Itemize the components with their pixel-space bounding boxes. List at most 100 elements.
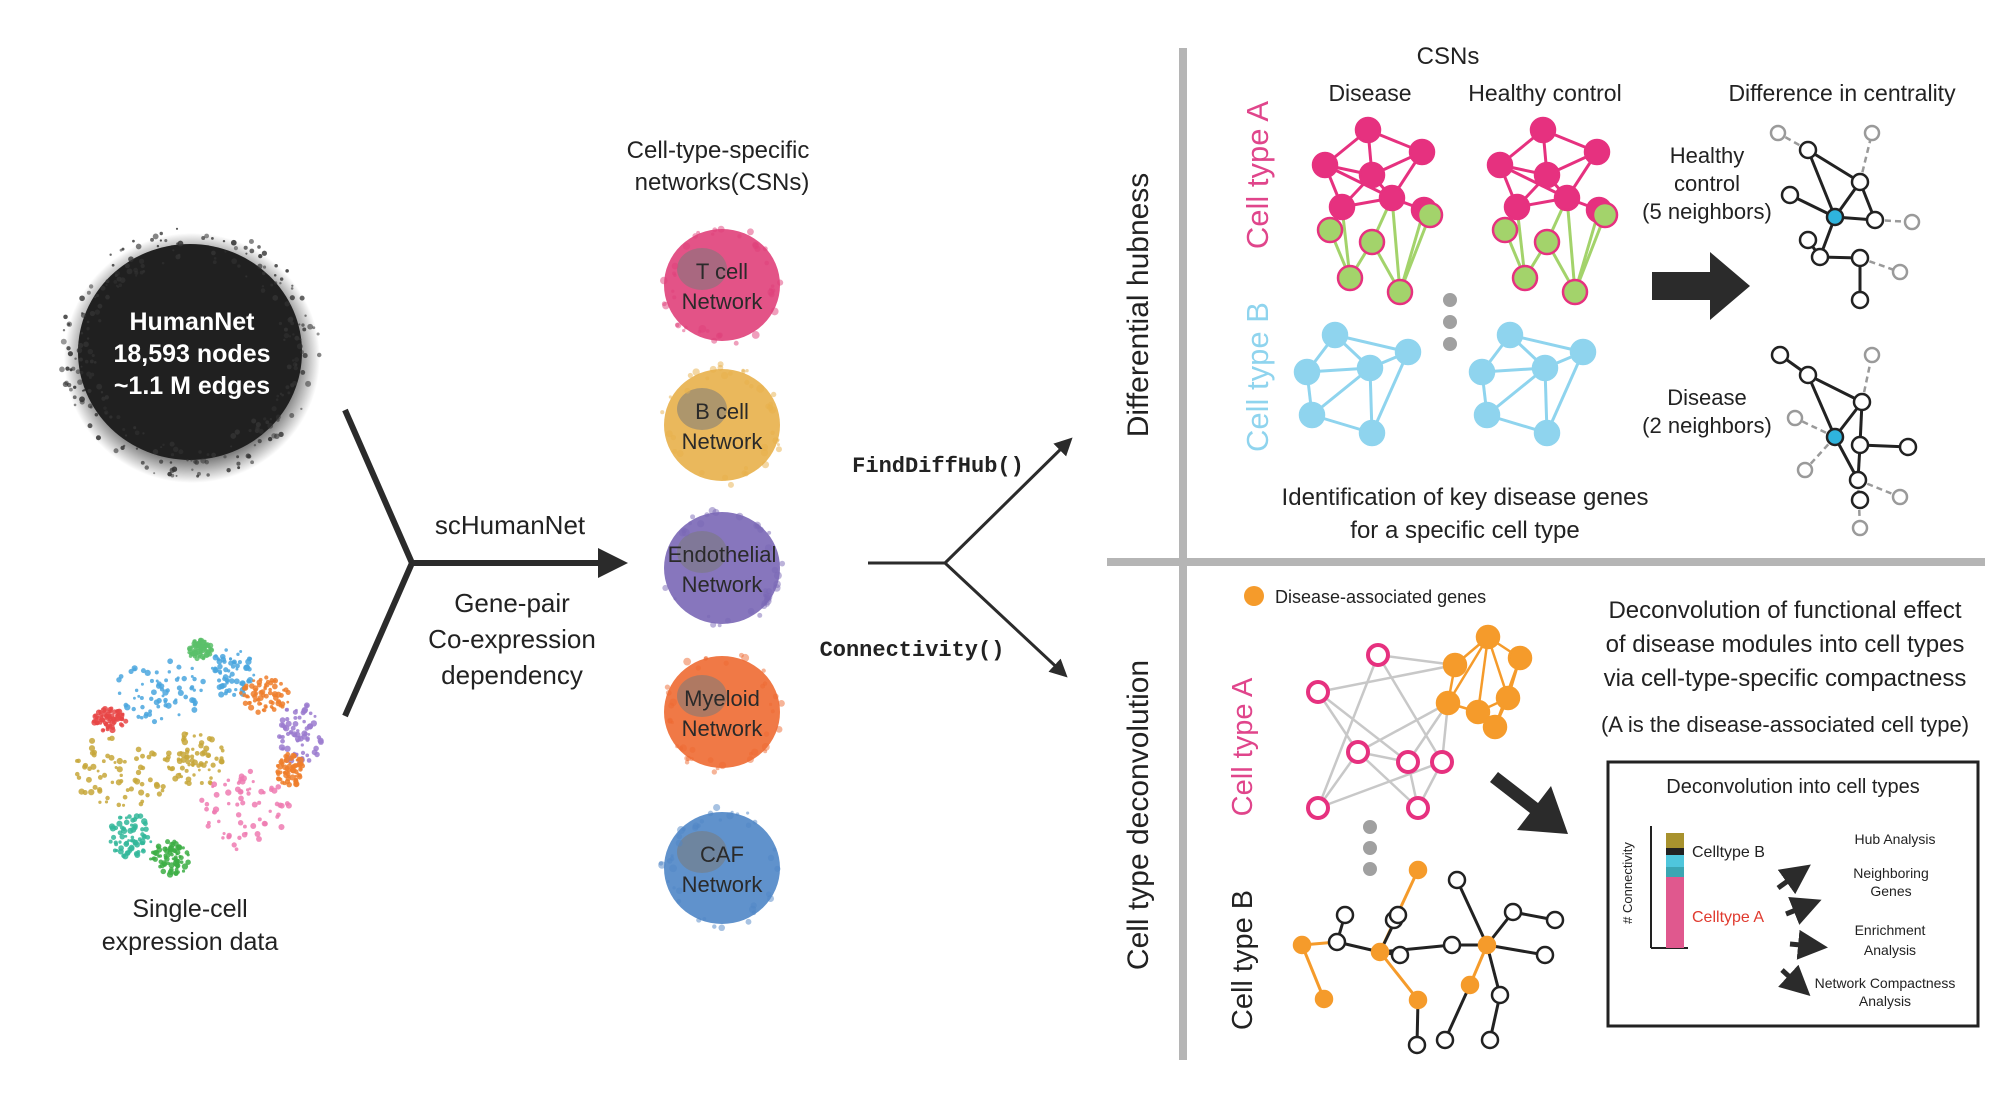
tsne-cell-point [191,747,195,751]
tsne-cell-point [172,699,178,705]
tsne-cell-point [185,859,191,865]
tsne-cell-point [156,845,160,849]
humannet-speck [211,250,216,256]
tsne-cell-point [217,819,221,824]
tsne-cell-point [141,818,148,825]
tsne-cell-point [293,777,298,782]
tsne-cell-point [132,817,138,822]
humannet-speck [300,350,304,355]
humannet-speck [89,359,94,364]
humannet-speck [270,283,274,287]
csn-blob-speck [715,766,720,771]
csn-blob-speck [684,760,690,765]
humannet-speck [288,335,292,338]
csn-blob-speck [728,371,733,376]
tsne-cell-point [97,775,103,780]
humannet-speck [126,268,133,275]
tsne-cell-point [194,750,200,756]
humannet-title: HumanNet [129,308,255,336]
csn-blob-speck [764,544,773,552]
humannet-speck [114,270,120,277]
tsne-cell-point [161,861,168,867]
humannet-speck [274,263,278,268]
network-edge [1317,691,1409,763]
tsne-cell-point [276,699,282,705]
tsne-cell-point [124,816,128,820]
tsne-cell-point [268,787,274,792]
humannet-speck [281,393,284,397]
csn-blob-speck [676,833,683,840]
tsne-cell-point [139,696,144,701]
tsne-cell-point [104,800,109,804]
tsne-cell-point [235,667,239,671]
humannet-speck [140,460,145,465]
csn-blob-speck [662,301,670,310]
deconv-ellipsis [1363,820,1377,876]
humannet-speck [222,239,226,243]
tsne-cell-point [140,832,145,837]
tsne-cell-point [205,823,211,829]
tsne-cell-point [281,763,285,767]
csn-header-line1: Cell-type-specific [627,137,810,164]
csn-blob-speck [711,769,717,775]
humannet-speck [275,414,281,420]
humannet-speck [142,432,145,435]
tsne-cell-point [221,836,225,840]
merge-arrow [342,408,600,718]
csn-network-item: CAF Network [658,803,781,932]
tsne-cell-point [88,745,96,752]
csn-blob-speck [727,481,734,488]
csn-blob-speck [660,410,665,415]
tsne-cell-point [92,784,98,790]
tsne-cell-point [191,706,198,713]
tsne-cell-point [227,669,231,673]
disease-label-line2: (2 neighbors) [1642,413,1772,438]
tsne-cell-point [152,856,158,862]
humannet-speck [261,271,266,276]
tsne-cell-point [113,840,118,845]
humannet-speck [289,413,295,419]
csn-blob-speck [707,757,714,764]
network-node [1865,210,1885,230]
csn-blob-speck [707,810,714,817]
tsne-cell-point [121,712,125,716]
tsne-cell-point [169,867,174,872]
tsne-cell-point [156,791,162,797]
tsne-cell-point [198,742,204,749]
tsne-cell-point [220,656,226,663]
csn-blob-speck [779,560,786,567]
tsne-cell-point [240,800,246,806]
tsne-cell-point [116,766,123,773]
tsne-cell-point [76,775,82,780]
tsne-cell-point [254,691,258,696]
network-node [1850,172,1870,192]
tsne-cell-point [87,766,92,772]
humannet-speck [101,396,106,401]
tsne-cell-point [197,768,201,772]
tsne-cell-point [137,694,141,698]
humannet-speck [234,429,240,435]
tsne-cell-point [281,747,285,751]
ellipsis-dots [1443,293,1457,351]
humannet-speck [255,426,260,432]
hub-analysis-label: Hub Analysis [1855,831,1936,847]
csn-blob-speck [768,702,773,706]
tsne-cell-point [267,690,273,696]
connectivity-label: Connectivity() [820,638,1005,663]
tsne-cell-point [223,691,228,696]
network-node [1583,138,1611,166]
tsne-cell-point [153,699,160,706]
csn-blob-speck [717,364,724,371]
csn-network-name: B cell [695,399,749,424]
csn-blob-speck [766,588,772,594]
humannet-speck [139,270,144,275]
humannet-speck [279,277,284,281]
tsne-cell-point [238,691,243,695]
csn-blob-speck [725,617,731,624]
humannet-speck [210,236,214,240]
humannet-speck [94,309,100,315]
csn-blob-speck [672,886,676,890]
legend-label: Disease-associated genes [1275,587,1486,607]
network-node [1903,213,1921,231]
